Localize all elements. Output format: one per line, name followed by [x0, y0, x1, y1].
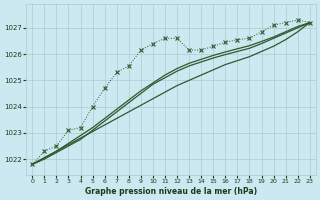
X-axis label: Graphe pression niveau de la mer (hPa): Graphe pression niveau de la mer (hPa) [85, 187, 257, 196]
